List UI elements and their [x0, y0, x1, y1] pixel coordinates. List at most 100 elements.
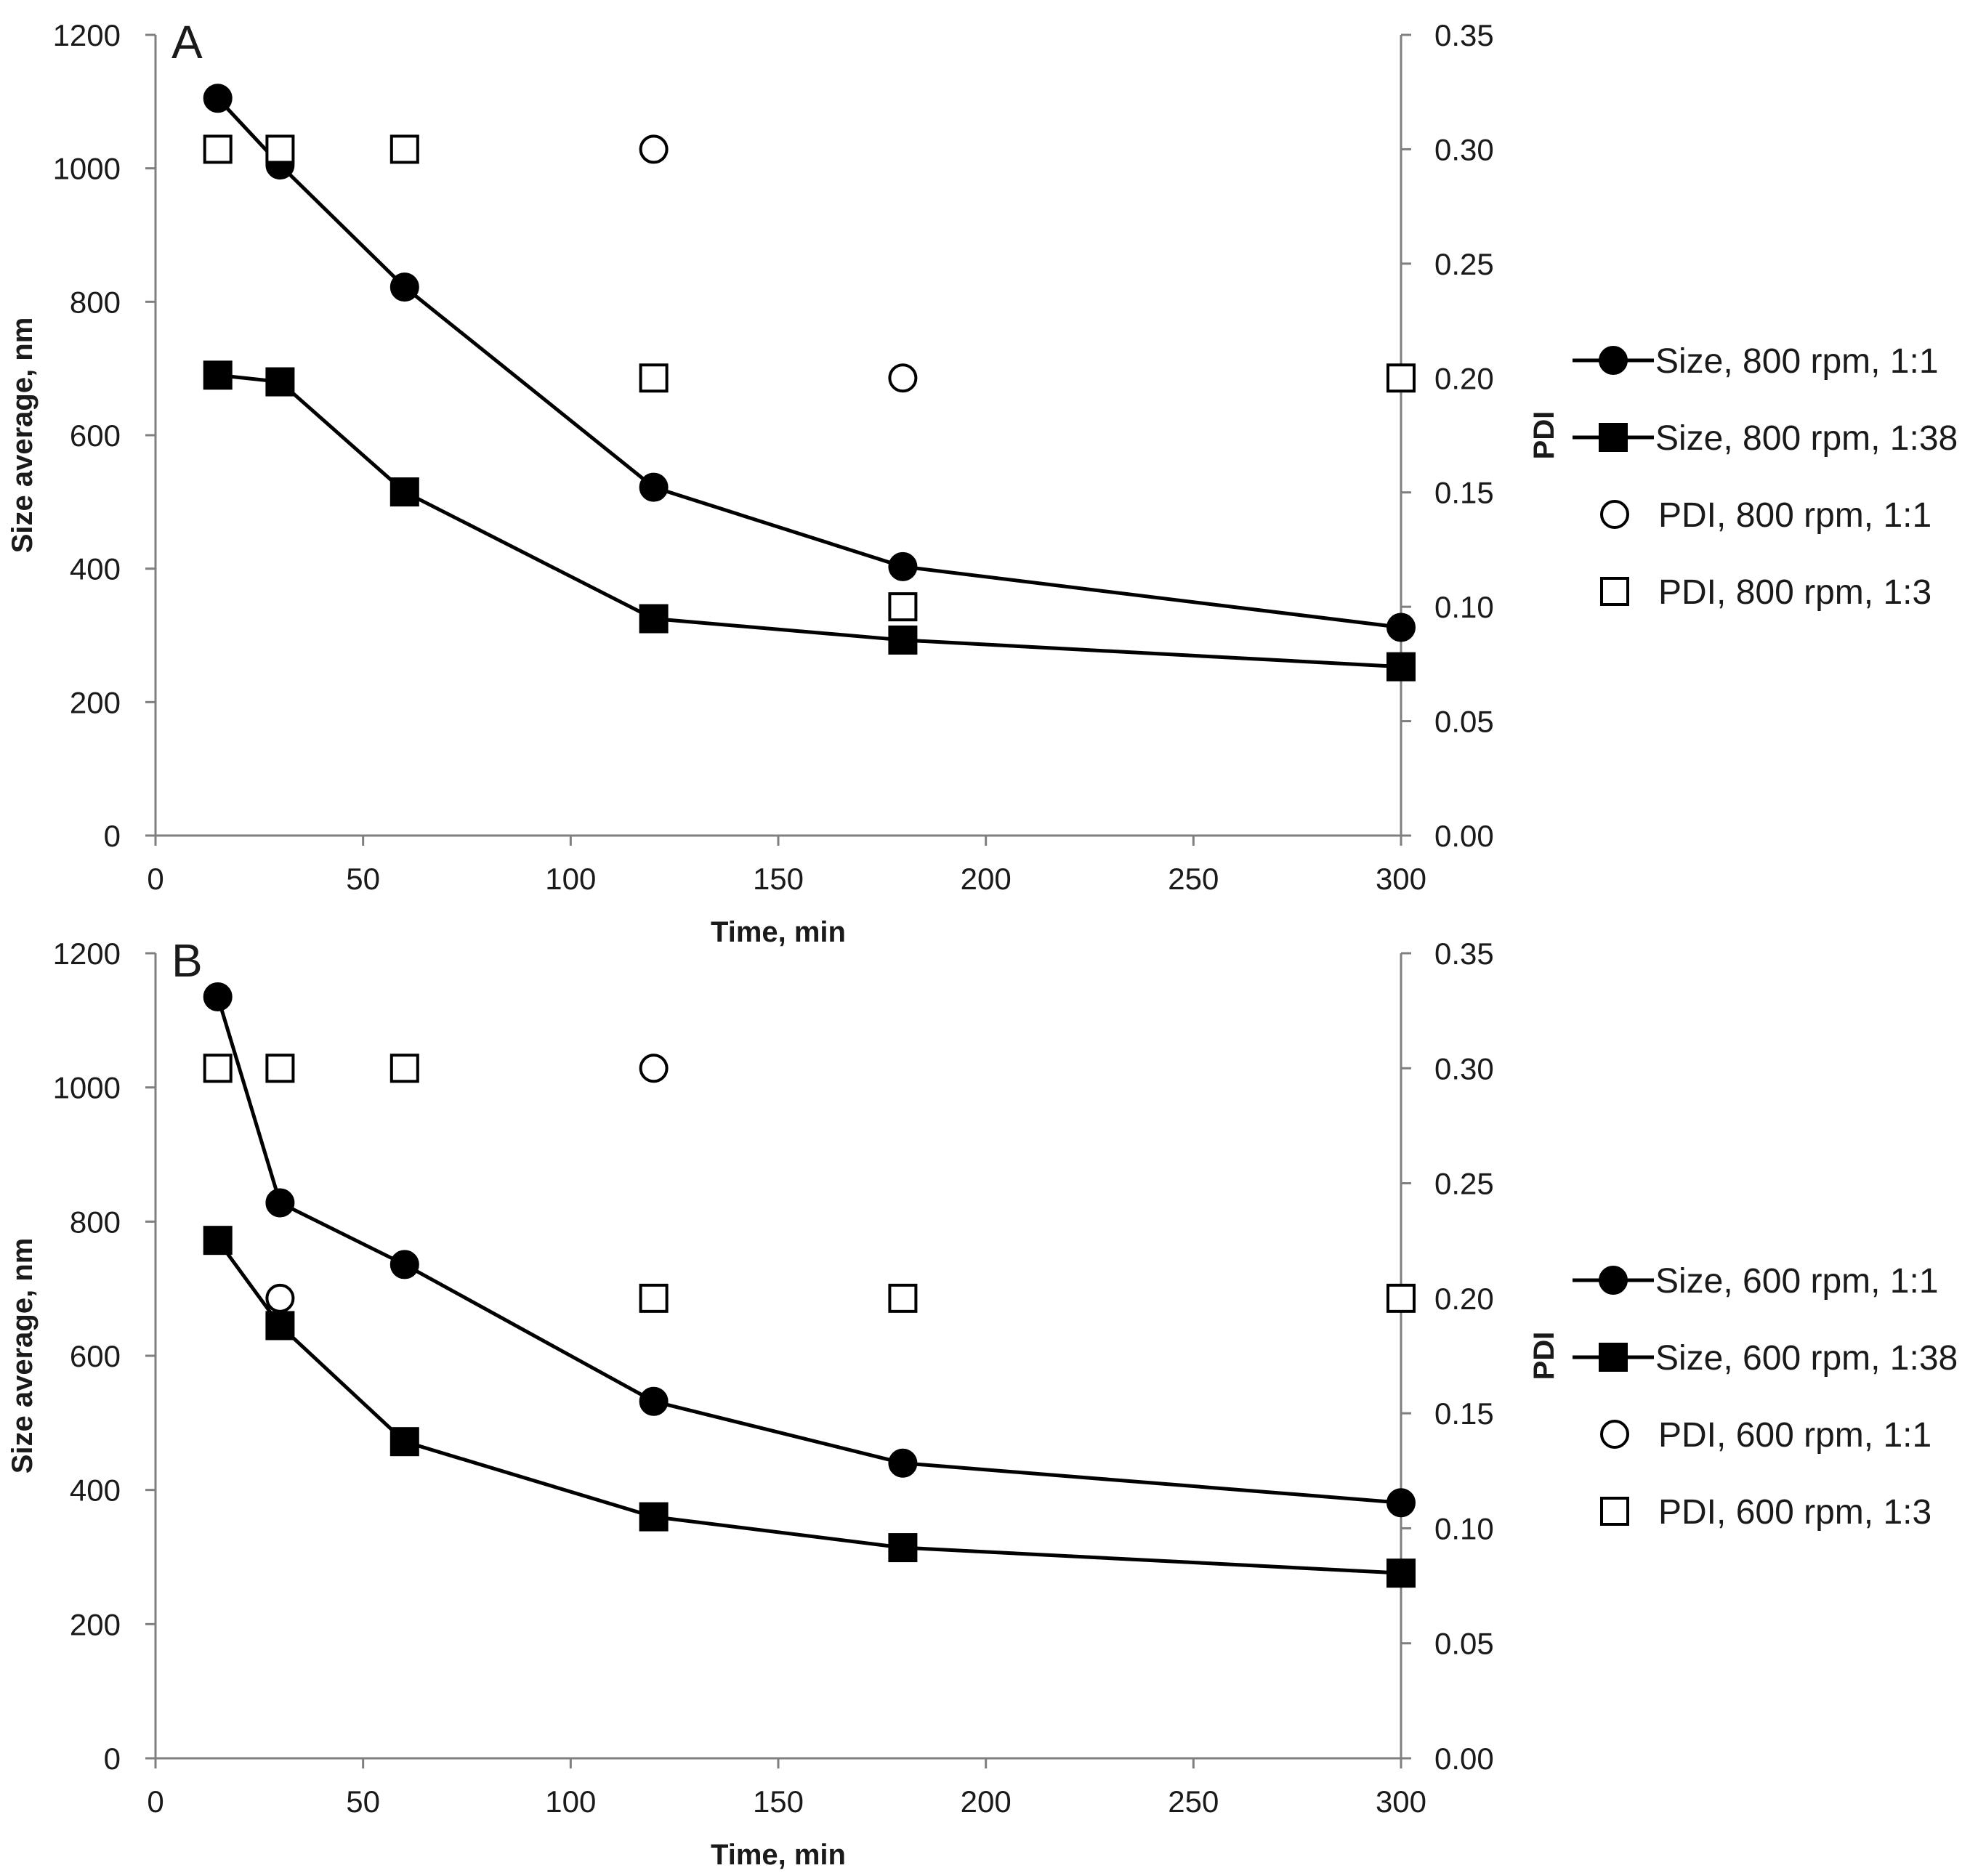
y-tick-label: 600: [70, 1339, 121, 1373]
legend-label: Size, 800 rpm, 1:38: [1655, 419, 1958, 458]
data-point: [639, 1283, 669, 1313]
x-tick-label: 50: [346, 1784, 380, 1819]
data-point: [265, 1054, 295, 1083]
y2-tick-label: 0.05: [1434, 1627, 1494, 1661]
data-point: [203, 1054, 233, 1083]
data-point: [639, 134, 669, 164]
series-line: [216, 1239, 1402, 1575]
x-tick-label: 250: [1168, 1784, 1219, 1819]
data-point: [389, 1427, 419, 1457]
y-tick-label: 1200: [53, 18, 121, 52]
y-tick-label: 400: [70, 1473, 121, 1508]
x-tick-label: 250: [1168, 862, 1219, 896]
legend-marker-open-circle: [1600, 1420, 1629, 1449]
legend: Size, 800 rpm, 1:1 Size, 800 rpm, 1:38 PDI…: [1573, 342, 1958, 612]
legend-marker-open-square: [1600, 577, 1629, 606]
data-point: [1386, 1488, 1416, 1518]
y2-axis-title: PDI: [1528, 1332, 1560, 1380]
data-point: [389, 1250, 419, 1279]
legend: Size, 600 rpm, 1:1 Size, 600 rpm, 1:38 PDI…: [1573, 1262, 1958, 1532]
y2-tick-label: 0.25: [1434, 1167, 1494, 1201]
data-point: [1386, 612, 1416, 642]
y2-tick-label: 0.30: [1434, 1051, 1494, 1085]
series-open-square: [203, 1054, 1416, 1313]
x-tick-label: 0: [147, 1784, 164, 1819]
x-tick-label: 200: [961, 1784, 1012, 1819]
y2-tick-label: 0.05: [1434, 705, 1494, 739]
data-point: [888, 1283, 918, 1313]
data-point: [389, 1054, 419, 1083]
panel-label: B: [171, 934, 203, 987]
y2-axis-title: PDI: [1528, 411, 1560, 460]
series-line: [217, 373, 1402, 669]
data-point: [639, 1054, 669, 1083]
data-point: [639, 1386, 669, 1416]
series-open-circle: [639, 134, 918, 393]
y-tick-label: 1000: [53, 1071, 121, 1105]
data-point: [888, 1533, 918, 1563]
data-point: [203, 134, 233, 164]
y2-tick-label: 0.15: [1434, 476, 1494, 510]
x-tick-label: 100: [545, 862, 596, 896]
data-point: [265, 1283, 295, 1313]
data-point: [203, 1226, 233, 1256]
y-tick-label: 0: [104, 1742, 121, 1776]
legend-marker-open-circle: [1600, 500, 1629, 529]
data-point: [265, 1311, 295, 1341]
legend-label: Size, 600 rpm, 1:1: [1655, 1262, 1939, 1301]
series-filled-circle: [203, 84, 1416, 642]
data-point: [639, 1502, 669, 1532]
data-point: [888, 1448, 918, 1478]
data-point: [265, 1188, 295, 1218]
x-axis-title: Time, min: [711, 916, 846, 948]
data-point: [1386, 363, 1416, 393]
legend-marker-open-square: [1600, 1497, 1629, 1526]
series-line: [216, 996, 1402, 1505]
y-tick-label: 1000: [53, 152, 121, 186]
x-tick-label: 300: [1376, 862, 1426, 896]
x-tick-label: 150: [753, 1784, 804, 1819]
x-tick-label: 100: [545, 1784, 596, 1819]
x-tick-label: 300: [1376, 1784, 1426, 1819]
y-tick-label: 200: [70, 685, 121, 719]
y2-tick-label: 0.00: [1434, 1742, 1494, 1776]
data-point: [203, 84, 233, 113]
x-tick-label: 150: [753, 862, 804, 896]
series-line: [216, 97, 1402, 629]
legend-label: Size, 600 rpm, 1:38: [1655, 1339, 1958, 1378]
y2-tick-label: 0.20: [1434, 1282, 1494, 1316]
y-tick-label: 800: [70, 1205, 121, 1239]
data-point: [639, 604, 669, 634]
y-tick-label: 0: [104, 819, 121, 853]
data-point: [1386, 1558, 1416, 1588]
legend-marker-filled-circle: [1599, 1266, 1628, 1295]
data-point: [888, 625, 918, 655]
data-point: [888, 592, 918, 622]
series-filled-circle: [203, 982, 1416, 1518]
data-point: [203, 360, 233, 390]
x-tick-label: 50: [346, 862, 380, 896]
x-axis-title: Time, min: [711, 1839, 846, 1871]
legend-marker-filled-square: [1599, 423, 1628, 452]
y2-tick-label: 0.35: [1434, 937, 1494, 971]
series-open-circle: [265, 1054, 669, 1313]
series-open-square: [203, 134, 1416, 622]
legend-label: PDI, 800 rpm, 1:3: [1658, 573, 1931, 612]
series-filled-square: [203, 1226, 1416, 1588]
legend-label: PDI, 600 rpm, 1:3: [1658, 1493, 1931, 1532]
legend-label: PDI, 600 rpm, 1:1: [1658, 1416, 1931, 1455]
legend-label: PDI, 800 rpm, 1:1: [1658, 496, 1931, 535]
x-tick-label: 0: [147, 862, 164, 896]
y2-tick-label: 0.15: [1434, 1396, 1494, 1431]
y-tick-label: 1200: [53, 937, 121, 971]
data-point: [389, 134, 419, 164]
data-point: [265, 134, 295, 164]
y2-tick-label: 0.10: [1434, 1511, 1494, 1545]
y2-tick-label: 0.20: [1434, 361, 1494, 395]
y-tick-label: 600: [70, 419, 121, 453]
y2-tick-label: 0.00: [1434, 819, 1494, 853]
y-tick-label: 400: [70, 552, 121, 586]
x-tick-label: 200: [961, 862, 1012, 896]
y2-tick-label: 0.10: [1434, 590, 1494, 624]
